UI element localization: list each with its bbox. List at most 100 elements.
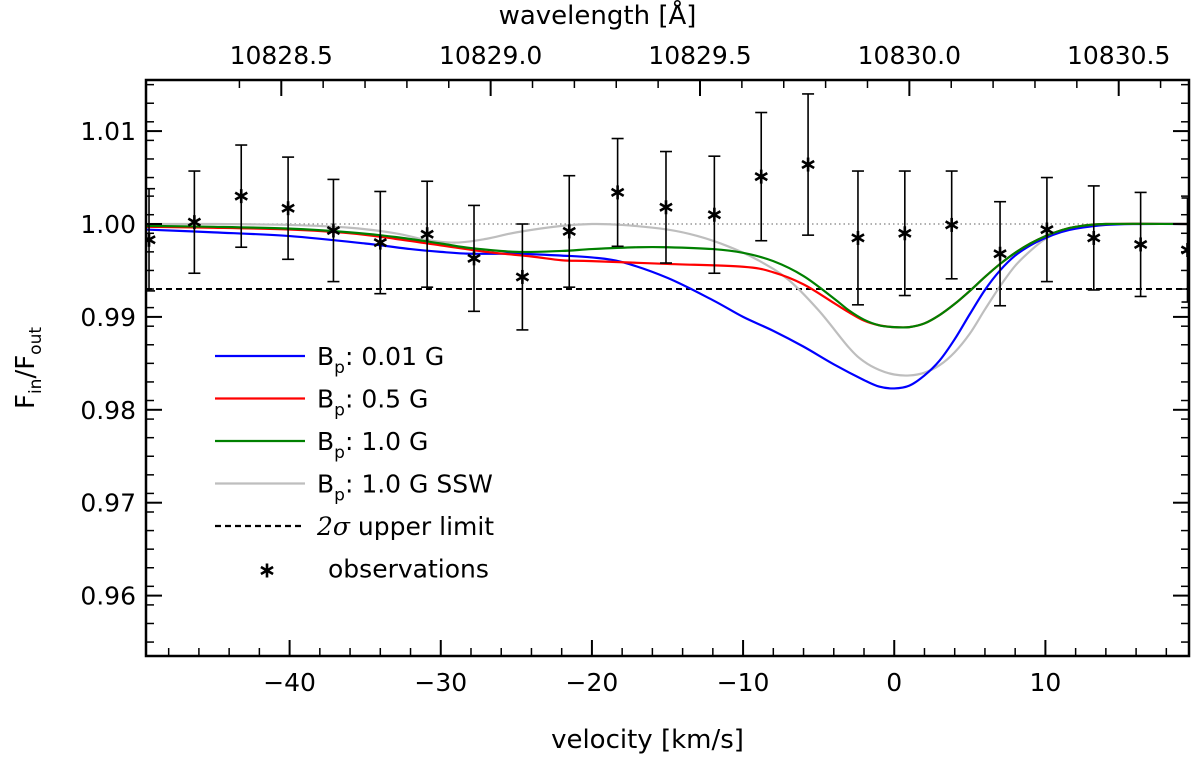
observation-point	[851, 170, 865, 306]
x-tick-label: −40	[263, 668, 316, 697]
observation-point	[1040, 176, 1054, 283]
legend-sub: p	[334, 401, 345, 421]
top-tick-label: 10830.0	[858, 41, 961, 70]
asterisk-stroke	[467, 253, 481, 264]
top-tick-label: 10829.5	[648, 41, 751, 70]
x-tick-label: 0	[886, 668, 902, 697]
legend-rest: observations	[328, 555, 489, 584]
legend-prefix: B	[317, 385, 334, 414]
observation-point	[1087, 185, 1101, 291]
observation-marker	[515, 269, 530, 284]
reference-lines	[146, 223, 1189, 291]
observation-point	[515, 223, 530, 331]
legend-prefix: B	[317, 427, 334, 456]
observation-point	[754, 111, 768, 242]
top-tick-label: 10828.5	[230, 41, 333, 70]
top-tick-label: 10830.5	[1067, 41, 1170, 70]
asterisk-stroke	[146, 236, 156, 245]
legend-label: observations	[328, 555, 489, 584]
series-line-bp-0-01-g	[146, 222, 1189, 390]
y-title-main: F	[11, 394, 41, 409]
observation-point	[659, 150, 673, 264]
observation-point	[801, 93, 815, 236]
x-tick-label: −20	[566, 668, 619, 697]
x-tick-label: −30	[414, 668, 467, 697]
asterisk-stroke	[281, 203, 295, 213]
asterisk-stroke	[187, 217, 202, 227]
observation-point	[610, 137, 625, 248]
observation-marker	[281, 201, 295, 216]
asterisk-stroke	[1087, 233, 1101, 243]
asterisk-stroke	[1040, 224, 1054, 235]
legend-entry: Bp: 0.5 G	[215, 385, 428, 421]
top-tick-label: 10829.0	[439, 41, 542, 70]
observation-point	[562, 174, 576, 288]
legend-entry: Bp: 1.0 G SSW	[215, 470, 493, 506]
observation-marker	[610, 185, 625, 200]
axis-ticks	[146, 80, 1189, 656]
observation-point	[707, 155, 722, 275]
observation-marker	[707, 207, 722, 222]
observation-marker	[1133, 237, 1148, 252]
legend-label: Bp: 1.0 G	[317, 427, 428, 463]
observation-point	[420, 180, 434, 288]
asterisk-stroke	[373, 237, 388, 248]
y-tick-label: 0.97	[80, 489, 136, 518]
asterisk-stroke	[234, 191, 248, 201]
observation-point	[234, 144, 248, 249]
asterisk-stroke	[754, 171, 768, 182]
legend-entry: Bp: 1.0 G	[215, 427, 428, 463]
observation-marker	[187, 215, 202, 230]
x-tick-label: −10	[717, 668, 770, 697]
observation-marker	[851, 230, 865, 245]
observation-marker	[801, 157, 815, 172]
observation-marker	[1040, 222, 1054, 237]
observation-point	[993, 200, 1007, 307]
top-axis-title: wavelength [Å]	[499, 0, 697, 31]
axis-labels: −40 −30 −20 −10 0 10 10828.5 10829.0 10829.5 1083…	[11, 0, 1170, 755]
legend-rest: : 0.01 G	[345, 342, 444, 371]
legend-label: Bp: 0.01 G	[317, 342, 444, 378]
y-title-slash: /F	[11, 355, 41, 379]
y-title-sub-num: in	[26, 379, 46, 395]
legend-sub: p	[334, 486, 345, 506]
observation-point	[187, 170, 202, 275]
series-line-bp-1-0-g	[146, 222, 1189, 329]
observation-point	[146, 187, 156, 292]
observation-marker	[146, 232, 156, 247]
x-axis-title: velocity [km/s]	[551, 725, 744, 755]
observation-point	[373, 190, 388, 295]
asterisk-stroke	[898, 228, 912, 238]
legend-rest: : 1.0 G SSW	[345, 470, 493, 499]
asterisk-stroke	[801, 159, 815, 170]
asterisk-stroke	[610, 187, 625, 198]
y-tick-label: 0.96	[80, 582, 136, 611]
y-tick-label: 1.01	[80, 117, 136, 146]
legend-entry: Bp: 0.01 G	[215, 342, 444, 378]
legend-prefix: B	[317, 342, 334, 371]
legend-entry: observations	[260, 555, 489, 584]
asterisk-stroke	[707, 210, 722, 220]
observation-point	[1133, 191, 1148, 298]
asterisk-stroke	[993, 249, 1007, 259]
plot-frame	[144, 78, 1191, 658]
observation-marker	[420, 227, 434, 242]
legend-rest: : 0.5 G	[345, 385, 428, 414]
observation-marker	[234, 189, 248, 204]
y-tick-label: 0.98	[80, 396, 136, 425]
series-line-bp-0-5-g	[146, 222, 1189, 329]
y-tick-label: 0.99	[80, 303, 136, 332]
legend-rest: : 1.0 G	[345, 427, 428, 456]
asterisk-stroke	[326, 225, 341, 236]
model-curves	[146, 222, 1189, 390]
asterisk-stroke	[260, 565, 274, 576]
legend-marker-observations	[260, 563, 274, 578]
asterisk-stroke	[944, 220, 959, 230]
y-axis-title: Fin/Fout	[11, 327, 46, 409]
legend-label: Bp: 0.5 G	[317, 385, 428, 421]
observation-marker	[326, 223, 341, 238]
asterisk-stroke	[1133, 239, 1148, 250]
observations-layer	[146, 93, 1189, 331]
y-tick-label: 1.00	[80, 210, 136, 239]
